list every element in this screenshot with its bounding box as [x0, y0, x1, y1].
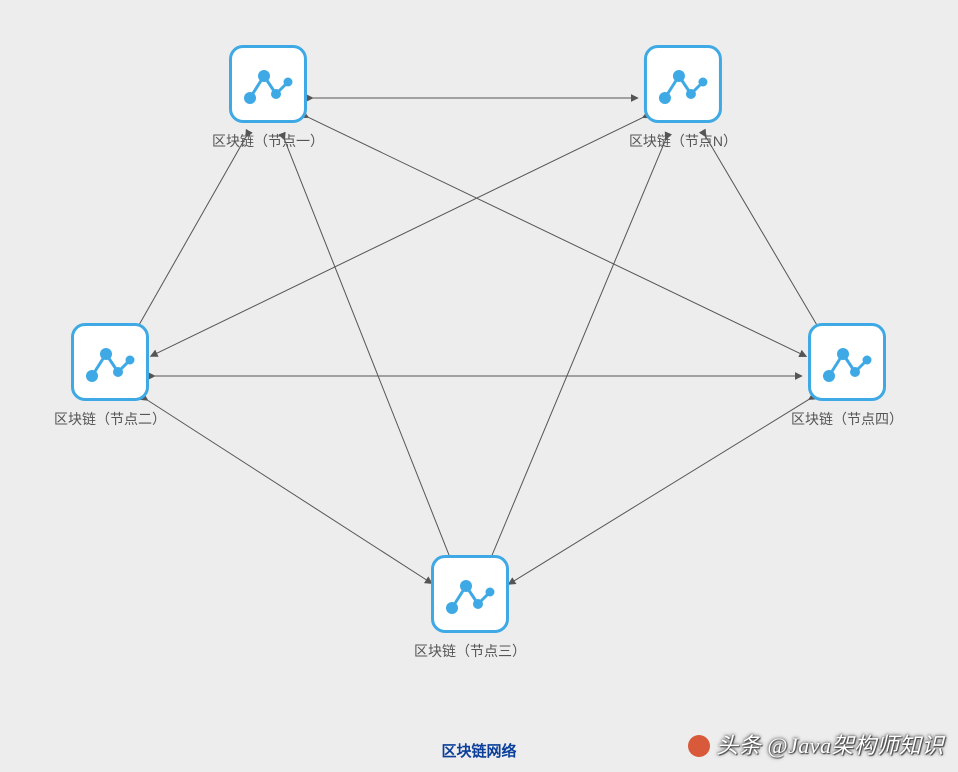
diagram-canvas: 区块链（节点一） 区块链（节点N） 区块链（节点二）	[0, 0, 958, 772]
watermark-text: @Java架构师知识	[767, 733, 944, 758]
watermark-avatar-icon	[688, 735, 710, 757]
node-label: 区块链（节点N）	[629, 131, 737, 151]
edge	[508, 400, 808, 585]
edge	[285, 140, 454, 566]
edge	[148, 400, 432, 583]
node-label: 区块链（节点四）	[791, 409, 903, 429]
edge	[706, 137, 824, 337]
diagram-caption: 区块链网络	[441, 740, 516, 761]
node-n2: 区块链（节点二）	[54, 323, 166, 429]
node-label: 区块链（节点三）	[414, 641, 526, 661]
edge	[309, 117, 807, 356]
node-icon	[808, 323, 886, 401]
node-label: 区块链（节点二）	[54, 409, 166, 429]
node-icon	[431, 555, 509, 633]
watermark-prefix: 头条	[716, 733, 761, 758]
watermark: 头条 @Java架构师知识	[688, 728, 944, 760]
node-n4: 区块链（节点四）	[791, 323, 903, 429]
node-n1: 区块链（节点一）	[212, 45, 324, 151]
node-label: 区块链（节点一）	[212, 131, 324, 151]
node-nN: 区块链（节点N）	[629, 45, 737, 151]
edge	[487, 140, 665, 567]
node-icon	[644, 45, 722, 123]
edge	[150, 118, 642, 357]
node-icon	[229, 45, 307, 123]
edge	[132, 137, 246, 337]
node-n3: 区块链（节点三）	[414, 555, 526, 661]
node-icon	[71, 323, 149, 401]
